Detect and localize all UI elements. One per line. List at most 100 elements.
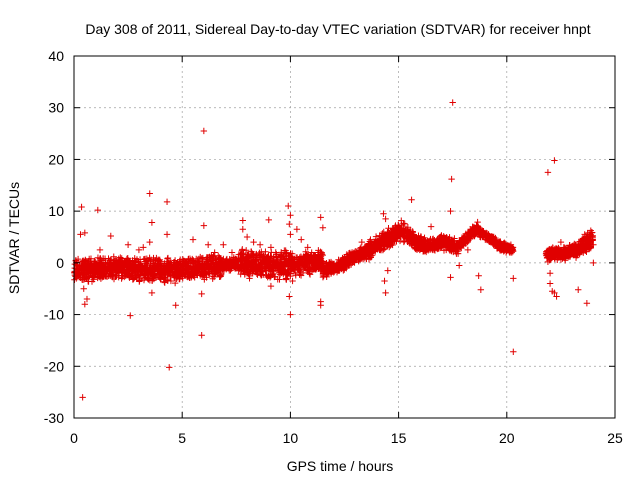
data-point [91, 257, 98, 265]
data-point [415, 240, 423, 248]
data-point [276, 276, 283, 283]
data-point [94, 254, 102, 261]
data-point [400, 238, 408, 246]
data-point [220, 241, 227, 248]
data-point [239, 267, 247, 274]
data-point [327, 263, 335, 270]
data-point [394, 229, 401, 236]
data-point [298, 259, 305, 266]
data-point [565, 249, 572, 256]
data-point [319, 224, 327, 231]
data-point [223, 261, 231, 268]
data-point [544, 254, 551, 261]
data-point [380, 245, 388, 253]
data-point [570, 251, 578, 258]
data-point [416, 246, 423, 254]
data-point [408, 235, 415, 242]
data-point [302, 251, 310, 258]
y-tick-label: 30 [48, 100, 64, 116]
data-point [246, 275, 253, 282]
data-point [198, 290, 205, 298]
data-point [379, 230, 386, 237]
data-point [149, 272, 157, 280]
data-point [250, 238, 257, 246]
data-point [80, 257, 87, 265]
data-point [167, 277, 175, 285]
data-point [575, 286, 582, 293]
data-point [287, 231, 294, 238]
x-tick-label: 15 [391, 430, 407, 446]
data-point [427, 223, 435, 230]
data-point [163, 198, 171, 206]
data-point [171, 279, 179, 287]
data-point [391, 237, 398, 244]
data-point [158, 263, 165, 270]
data-point [551, 157, 558, 164]
data-point [98, 260, 105, 267]
y-tick-label: 0 [56, 255, 64, 271]
data-point [325, 267, 332, 274]
data-point [78, 203, 85, 211]
data-point [415, 232, 422, 239]
data-point [580, 244, 587, 252]
data-point [507, 246, 514, 254]
data-point [153, 270, 161, 277]
data-point [266, 274, 274, 281]
data-point [235, 251, 243, 258]
data-point [243, 256, 250, 264]
data-point [105, 272, 112, 280]
data-point [135, 246, 143, 254]
data-point [484, 236, 491, 244]
data-point [239, 217, 246, 224]
data-point [130, 275, 137, 283]
data-point [544, 169, 552, 176]
data-point [317, 298, 324, 305]
data-point [557, 254, 565, 261]
data-point [256, 241, 264, 248]
data-point [586, 243, 593, 250]
data-point [587, 244, 594, 252]
data-point [205, 270, 212, 277]
data-point [191, 274, 198, 281]
data-point [286, 293, 293, 300]
data-point [422, 247, 429, 254]
data-point [79, 258, 86, 265]
data-point [258, 260, 266, 267]
data-point [101, 255, 109, 262]
data-point [492, 242, 500, 249]
data-point [96, 246, 104, 254]
data-point [298, 236, 305, 243]
data-point [435, 245, 442, 252]
data-point [136, 271, 144, 278]
x-tick-label: 20 [499, 430, 515, 446]
data-point [252, 261, 260, 269]
data-point [139, 267, 146, 274]
data-point [475, 272, 482, 279]
data-point [130, 267, 137, 274]
data-point [189, 236, 197, 243]
data-point [285, 202, 292, 210]
x-tick-label: 25 [607, 430, 623, 446]
data-point [83, 295, 91, 303]
data-point [259, 256, 266, 264]
data-point [351, 249, 358, 256]
y-axis-label: SDTVAR / TECUs [6, 182, 22, 294]
data-point [449, 99, 456, 106]
data-point [404, 227, 411, 234]
data-point [287, 212, 294, 219]
data-point [186, 270, 194, 277]
data-point [248, 259, 256, 266]
data-point [268, 268, 275, 275]
data-point [189, 265, 197, 272]
data-point [84, 270, 92, 277]
data-point [164, 254, 172, 262]
data-point [311, 254, 318, 262]
data-point [152, 257, 159, 264]
data-point [428, 245, 436, 253]
data-point [381, 277, 388, 285]
data-point [186, 255, 194, 262]
data-point [280, 267, 287, 274]
data-point [89, 273, 97, 280]
data-point [163, 231, 171, 238]
